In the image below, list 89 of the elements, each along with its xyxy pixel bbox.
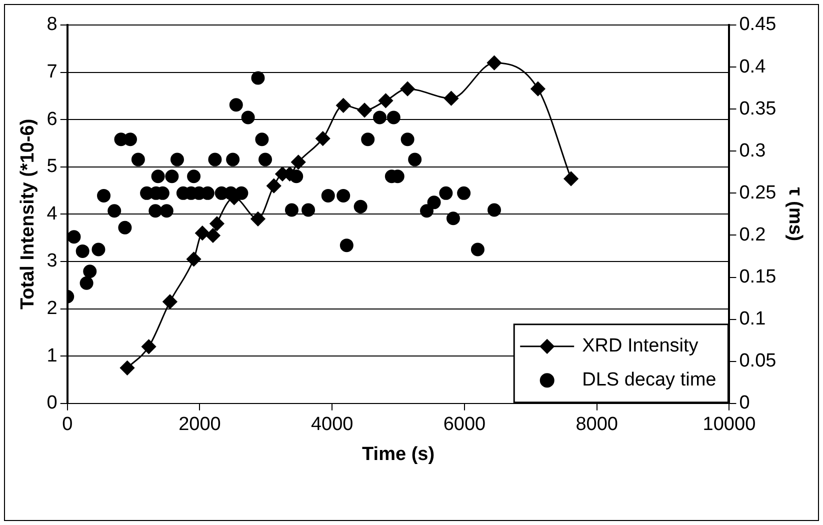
point — [250, 212, 266, 226]
point — [444, 91, 458, 106]
y2-tick-label: 0.3 — [739, 140, 766, 162]
y2-axis-title: τ (ms) — [784, 187, 806, 242]
point — [165, 170, 179, 184]
point — [446, 212, 460, 226]
point — [162, 294, 178, 309]
point — [408, 152, 422, 166]
x-tick-label: 2000 — [178, 414, 221, 436]
point — [208, 152, 222, 166]
point — [210, 216, 224, 231]
x-tick-label: 6000 — [443, 414, 486, 436]
point — [120, 360, 135, 376]
y2-tick-label: 0.05 — [739, 350, 776, 372]
point — [97, 188, 111, 202]
point — [336, 188, 350, 202]
y-tick-label: 6 — [46, 108, 58, 130]
point — [131, 152, 145, 166]
point — [284, 203, 298, 217]
y-tick-label: 7 — [46, 62, 58, 83]
y-tick-label: 8 — [46, 14, 58, 36]
point — [420, 204, 434, 218]
point — [187, 170, 201, 184]
point — [302, 203, 316, 217]
point — [488, 203, 502, 217]
point — [76, 244, 90, 258]
point — [357, 102, 372, 118]
y2-tick-label: 0.45 — [739, 14, 776, 36]
x-tick-label: 4000 — [310, 414, 354, 436]
point — [487, 56, 502, 70]
x-axis-title: Time (s) — [362, 444, 435, 465]
point — [373, 110, 387, 124]
y2-tick-label: 0.2 — [739, 224, 766, 246]
point — [83, 264, 97, 278]
point — [142, 339, 156, 354]
x-tick-label: 0 — [62, 414, 73, 436]
y2-tick-label: 0.25 — [739, 182, 776, 204]
point — [291, 154, 306, 170]
y-tick-label: 3 — [46, 250, 58, 272]
point — [258, 152, 272, 166]
point — [241, 110, 255, 124]
point — [229, 98, 243, 112]
y-axis-title: Total Intensity (*10-6) — [18, 118, 39, 310]
point — [186, 252, 202, 266]
point — [386, 110, 400, 124]
point — [400, 82, 415, 96]
point — [108, 204, 122, 218]
y2-tick-label: 0.1 — [739, 308, 766, 330]
point — [530, 82, 546, 96]
point — [206, 228, 220, 243]
point — [67, 230, 81, 244]
y-tick-label: 1 — [46, 345, 58, 366]
point — [170, 152, 184, 166]
point — [160, 204, 174, 218]
point — [266, 178, 282, 194]
point — [151, 170, 165, 184]
point — [427, 196, 441, 210]
point — [80, 276, 94, 290]
point — [354, 200, 368, 214]
y2-tick-label: 0 — [739, 392, 750, 414]
point — [361, 132, 375, 146]
point — [400, 132, 414, 146]
y2-tick-label: 0.15 — [739, 266, 776, 288]
point — [316, 131, 330, 146]
y-tick-label: 2 — [46, 298, 58, 320]
point — [336, 98, 351, 113]
point — [226, 152, 240, 166]
point — [564, 171, 578, 186]
point — [378, 93, 393, 108]
point — [470, 242, 484, 256]
point — [340, 238, 354, 252]
legend-label: DLS decay time — [582, 370, 716, 391]
point — [321, 188, 335, 202]
point — [251, 71, 265, 85]
x-tick-label: 10000 — [702, 414, 756, 436]
point — [118, 220, 132, 234]
y-tick-label: 4 — [46, 203, 58, 224]
legend-label: XRD Intensity — [582, 336, 699, 357]
point — [439, 186, 453, 200]
y-tick-label: 5 — [46, 156, 58, 178]
point — [195, 226, 210, 240]
point — [92, 242, 106, 256]
y-tick-label: 0 — [46, 392, 58, 414]
point — [148, 204, 162, 218]
x-tick-label: 8000 — [576, 414, 618, 436]
point — [457, 186, 471, 200]
point — [255, 132, 269, 146]
y2-tick-label: 0.35 — [739, 98, 776, 120]
y2-tick-label: 0.4 — [739, 56, 766, 78]
